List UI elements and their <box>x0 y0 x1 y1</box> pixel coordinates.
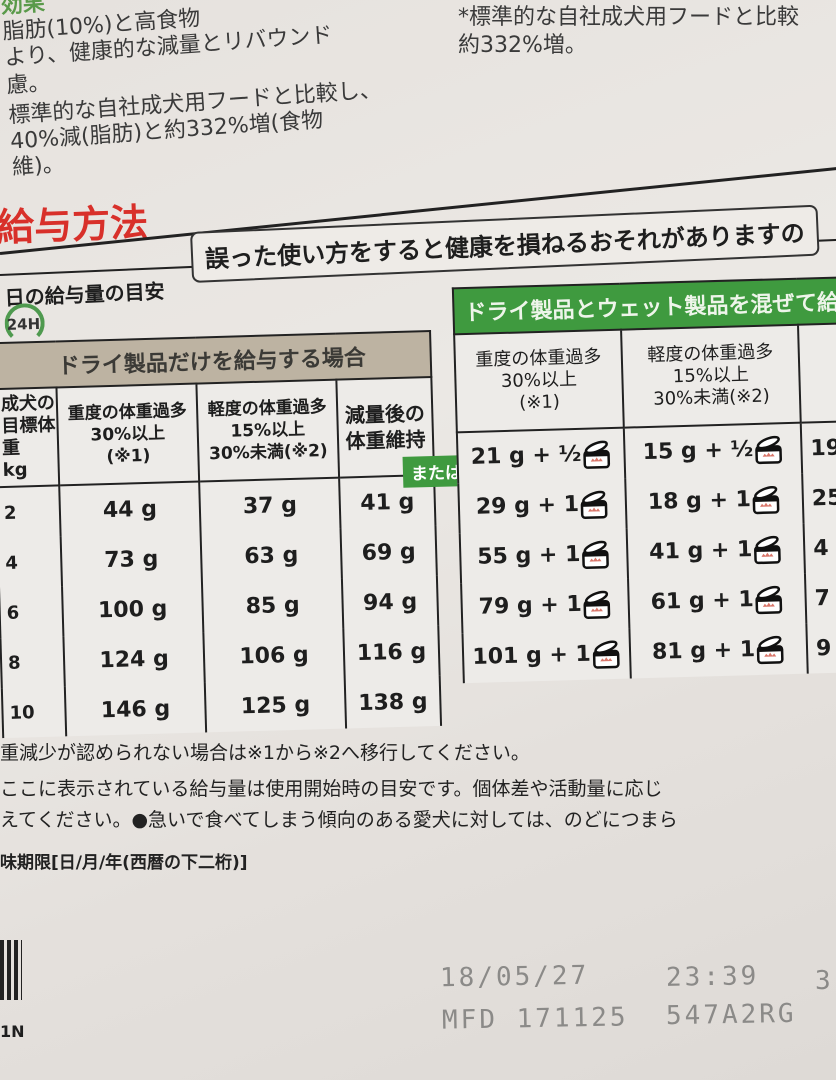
cell-mild: 106 g <box>203 628 345 683</box>
wet-food-can-icon <box>755 435 782 465</box>
cell-mild: 37 g <box>199 477 341 533</box>
wet-food-can-icon <box>583 440 610 469</box>
note-line: 重減少が認められない場合は※1から※2へ移行してください。 <box>0 742 530 764</box>
cell-maintain: 69 g <box>340 525 437 579</box>
mixed-table: ドライ製品とウェット製品を混ぜて給与 重度の体重過多 30%以上 (※1) 軽度の体… <box>451 275 836 684</box>
cell-mild: 85 g <box>201 578 344 633</box>
intro-line: *標準的な自社成犬用フードと比較 <box>458 5 800 30</box>
cell-severe: 101 g + 1 <box>462 628 631 684</box>
cell-severe: 79 g + 1 <box>461 578 630 634</box>
dry-only-table: ドライ製品だけを給与する場合 成犬の 目標体重 kg 重度の体重過多 30%以上 (※1… <box>0 329 443 739</box>
table-row: 55 g + 1 41 g + 1 4 <box>459 521 836 584</box>
wet-food-can-icon <box>592 640 620 669</box>
amount-text: 101 g + 1 <box>472 641 592 670</box>
amount-text: 61 g + 1 <box>650 587 755 615</box>
amount-text: 7 <box>814 585 831 611</box>
cell-kg: 6 <box>0 586 64 639</box>
print-time: 23:39 <box>665 961 760 993</box>
amount-text: 55 g + 1 <box>476 541 581 570</box>
header-weight: 成犬の 目標体重 kg <box>0 387 60 488</box>
amount-text: 15 g + ½ <box>642 437 754 466</box>
note-line: えてください。●急いで食べてしまう傾向のある愛犬に対しては、のどにつまら <box>0 809 678 831</box>
intro-right-text: *標準的な自社成犬用フードと比較 約332%増。 <box>458 4 799 60</box>
cell-mild: 125 g <box>204 678 347 733</box>
cell-severe: 21 g + ½ <box>456 427 626 484</box>
cell-partial: 19 <box>800 420 836 474</box>
intro-tag: 効果 <box>0 0 46 19</box>
warning-box: 誤った使い方をすると健康を損ねるおそれがありますの <box>190 204 820 283</box>
note-line: ここに表示されている給与量は使用開始時の目安です。個体差や活動量に応じ <box>0 778 663 800</box>
cell-partial: 25 <box>802 471 836 524</box>
note-line: 味期限[日/月/年(西暦の下二桁)] <box>0 853 248 873</box>
amount-text: 19 <box>810 435 836 461</box>
print-extra: 3 <box>814 965 834 997</box>
lot-code: 547A2RG <box>665 998 797 1032</box>
cell-severe: 44 g <box>59 481 201 537</box>
cell-kg: 2 <box>0 485 61 539</box>
cell-kg: 4 <box>0 536 63 589</box>
cell-mild: 61 g + 1 <box>628 573 807 629</box>
intro-left-text: 効果 脂肪(10%)と高食物 より、健康的な減量とリバウンド 慮。 標準的な自社… <box>0 0 386 182</box>
cell-kg: 10 <box>1 686 67 739</box>
cell-severe: 29 g + 1 <box>458 478 627 534</box>
cell-severe: 73 g <box>60 532 202 587</box>
cell-mild: 81 g + 1 <box>629 623 808 679</box>
section-heading: 給与方法 <box>0 200 149 250</box>
mfd-code: MFD 171125 <box>441 1002 629 1036</box>
header-severe: 重度の体重過多 30%以上 (※1) <box>454 329 624 433</box>
amount-text: 9 <box>815 635 832 661</box>
cell-severe: 55 g + 1 <box>459 528 629 584</box>
header-severe: 重度の体重過多 30%以上 (※1) <box>56 383 200 486</box>
header-partial <box>798 322 836 423</box>
amount-text: 41 g + 1 <box>648 537 753 565</box>
cell-mild: 63 g <box>200 528 342 583</box>
amount-text: 18 g + 1 <box>647 487 752 515</box>
table-row: 29 g + 1 18 g + 1 25 <box>458 471 836 534</box>
wet-food-can-icon <box>754 535 781 565</box>
cell-maintain: 94 g <box>341 575 439 629</box>
wet-food-can-icon <box>756 635 784 665</box>
wet-food-can-icon <box>583 590 611 619</box>
intro-line: 約332%増。 <box>458 33 587 58</box>
barcode-text: 1N <box>0 1022 25 1041</box>
wet-food-can-icon <box>580 490 608 519</box>
cell-mild: 15 g + ½ <box>623 422 803 479</box>
amount-text: 79 g + 1 <box>478 591 583 620</box>
cell-severe: 124 g <box>63 632 205 687</box>
amount-text: 4 <box>812 535 829 561</box>
expiry-date: 18/05/27 <box>439 960 590 994</box>
amount-text: 29 g + 1 <box>475 491 580 520</box>
cell-severe: 146 g <box>64 682 207 737</box>
amount-text: 81 g + 1 <box>651 637 756 665</box>
cell-mild: 41 g + 1 <box>626 523 805 579</box>
wet-food-can-icon <box>582 540 609 569</box>
cell-maintain: 116 g <box>343 625 440 679</box>
cell-maintain: 138 g <box>344 675 442 729</box>
header-mild: 軽度の体重過多 15%以上 30%未満(※2) <box>621 324 801 428</box>
amount-text: 25 <box>811 485 836 511</box>
feeding-tables: 24H ドライ製品だけを給与する場合 成犬の 目標体重 kg 重度の体重過多 30%以… <box>0 275 836 740</box>
table-row: 21 g + ½ 15 g + ½ 19 <box>456 420 836 484</box>
wet-food-can-icon <box>752 485 780 515</box>
cell-severe: 100 g <box>62 582 204 637</box>
amount-text: 21 g + ½ <box>470 441 582 470</box>
barcode <box>0 940 22 1000</box>
cell-partial: 9 <box>806 621 836 674</box>
cell-partial: 4 <box>803 521 836 574</box>
cell-mild: 18 g + 1 <box>625 473 804 529</box>
clock-label: 24H <box>6 314 41 334</box>
table-row: 101 g + 1 81 g + 1 9 <box>462 621 836 684</box>
cell-kg: 8 <box>0 636 65 689</box>
wet-food-can-icon <box>755 585 783 615</box>
cell-partial: 7 <box>804 571 836 624</box>
table-row: 79 g + 1 61 g + 1 7 <box>461 571 836 634</box>
header-mild: 軽度の体重過多 15%以上 30%未満(※2) <box>196 379 340 482</box>
